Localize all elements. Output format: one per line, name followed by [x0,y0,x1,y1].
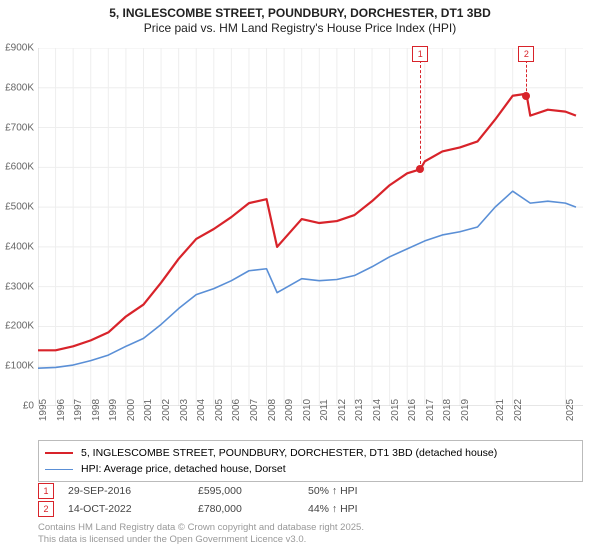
footer-line-2: This data is licensed under the Open Gov… [38,534,583,546]
y-axis-label: £900K [5,43,34,54]
x-axis-label: 2016 [407,399,418,421]
sale-marker-badge: 2 [518,46,534,62]
sale-marker-badge: 1 [412,46,428,62]
footer: Contains HM Land Registry data © Crown c… [38,522,583,546]
y-axis-label: £0 [23,401,34,412]
sale-row-date: 29-SEP-2016 [68,485,198,497]
legend-item: 5, INGLESCOMBE STREET, POUNDBURY, DORCHE… [45,445,576,461]
sale-row-badge: 1 [38,483,54,499]
plot-svg [38,48,583,406]
x-axis-label: 2012 [337,399,348,421]
sale-row-badge: 2 [38,501,54,517]
footer-line-1: Contains HM Land Registry data © Crown c… [38,522,583,534]
x-axis-label: 2021 [495,399,506,421]
x-axis-label: 2003 [179,399,190,421]
x-axis-label: 2002 [161,399,172,421]
title-line-1: 5, INGLESCOMBE STREET, POUNDBURY, DORCHE… [0,6,600,21]
x-axis-label: 1995 [38,399,49,421]
x-axis-label: 2025 [565,399,576,421]
x-axis-label: 2015 [390,399,401,421]
x-axis-label: 2005 [214,399,225,421]
sale-marker-line [420,60,421,169]
sale-row-price: £780,000 [198,503,308,515]
y-axis-label: £400K [5,241,34,252]
x-axis-label: 2010 [302,399,313,421]
y-axis-label: £700K [5,122,34,133]
title-block: 5, INGLESCOMBE STREET, POUNDBURY, DORCHE… [0,0,600,36]
x-axis-label: 2014 [372,399,383,421]
legend-swatch [45,469,73,470]
x-axis-label: 1996 [56,399,67,421]
legend-label: 5, INGLESCOMBE STREET, POUNDBURY, DORCHE… [81,447,497,459]
chart-container: 5, INGLESCOMBE STREET, POUNDBURY, DORCHE… [0,0,600,560]
x-axis-label: 2001 [143,399,154,421]
x-axis-label: 2009 [284,399,295,421]
x-axis-label: 2013 [354,399,365,421]
legend-item: HPI: Average price, detached house, Dors… [45,461,576,477]
y-axis-label: £100K [5,361,34,372]
x-axis-label: 2018 [442,399,453,421]
x-axis-label: 2017 [425,399,436,421]
sale-row-price: £595,000 [198,485,308,497]
legend-swatch [45,452,73,454]
x-axis-label: 2007 [249,399,260,421]
legend-label: HPI: Average price, detached house, Dors… [81,463,286,475]
legend-box: 5, INGLESCOMBE STREET, POUNDBURY, DORCHE… [38,440,583,482]
sale-row: 1 29-SEP-2016£595,00050% ↑ HPI [38,482,583,500]
sale-row-delta: 50% ↑ HPI [308,485,358,497]
y-axis-label: £600K [5,162,34,173]
x-axis-label: 2006 [231,399,242,421]
sales-table: 1 29-SEP-2016£595,00050% ↑ HPI 2 14-OCT-202… [38,482,583,518]
sale-marker-line [526,60,527,96]
title-line-2: Price paid vs. HM Land Registry's House … [0,21,600,36]
x-axis-label: 2019 [460,399,471,421]
y-axis-label: £500K [5,202,34,213]
x-axis-label: 2004 [196,399,207,421]
x-axis-label: 2008 [267,399,278,421]
sale-row-delta: 44% ↑ HPI [308,503,358,515]
x-axis-label: 2022 [513,399,524,421]
chart-area: £0£100K£200K£300K£400K£500K£600K£700K£80… [38,48,583,406]
y-axis-label: £800K [5,82,34,93]
y-axis-label: £300K [5,281,34,292]
x-axis-label: 1997 [73,399,84,421]
sale-row: 2 14-OCT-2022£780,00044% ↑ HPI [38,500,583,518]
x-axis-label: 1998 [91,399,102,421]
x-axis-label: 2000 [126,399,137,421]
sale-marker-dot [522,92,530,100]
sale-row-date: 14-OCT-2022 [68,503,198,515]
y-axis-label: £200K [5,321,34,332]
x-axis-label: 1999 [108,399,119,421]
sale-marker-dot [416,165,424,173]
x-axis-label: 2011 [319,399,330,421]
